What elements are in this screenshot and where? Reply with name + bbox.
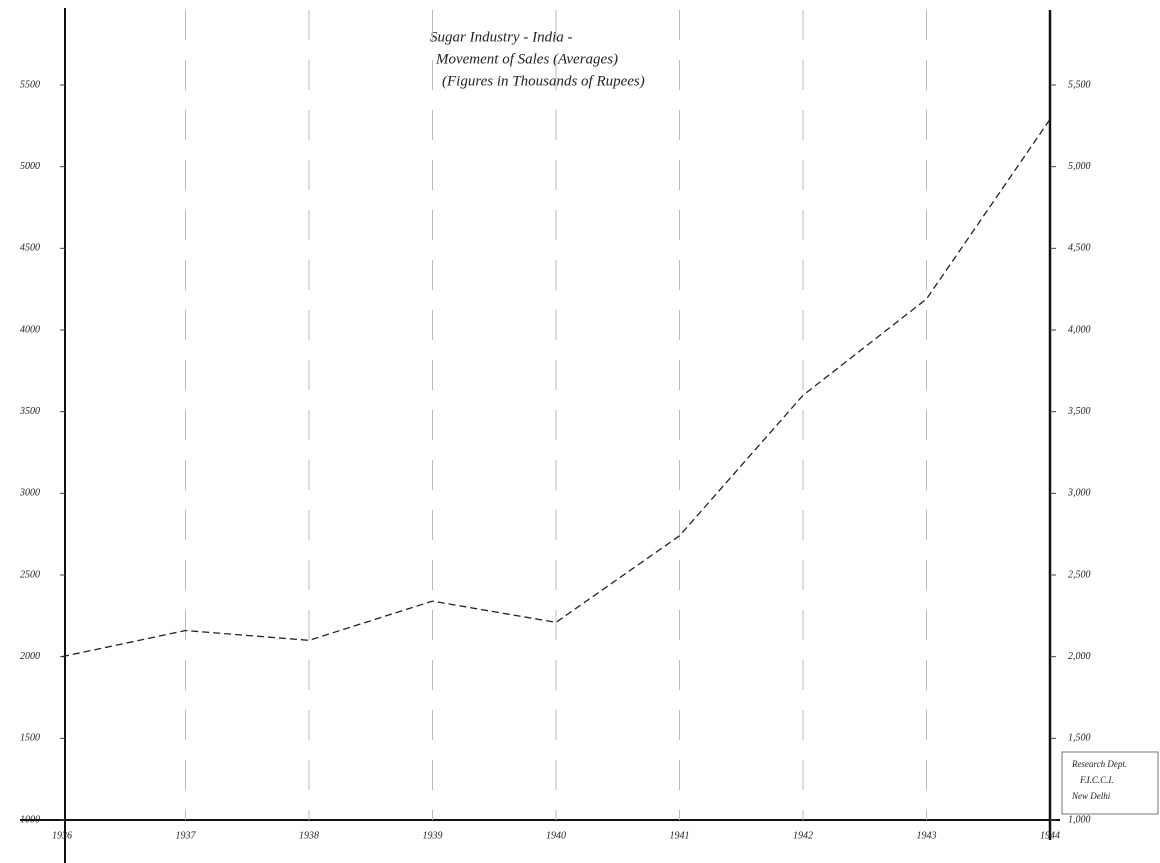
x-tick-label: 1939 <box>423 830 443 841</box>
y2-tick-label: 5,500 <box>1068 79 1091 90</box>
y2-tick-label: 1,000 <box>1068 814 1091 825</box>
y2-tick-label: 3,500 <box>1067 406 1091 417</box>
y-tick-label: 2000 <box>20 651 40 662</box>
annotation: New Delhi <box>1071 791 1111 801</box>
y2-tick-label: 4,500 <box>1068 243 1091 254</box>
chart-title: Movement of Sales (Averages) <box>435 51 618 67</box>
y-tick-label: 4000 <box>20 324 40 335</box>
y-tick-label: 5000 <box>20 161 40 172</box>
x-tick-label: 1944 <box>1040 830 1060 841</box>
x-tick-label: 1943 <box>917 830 937 841</box>
y2-tick-label: 5,000 <box>1068 161 1091 172</box>
annotation-box <box>1061 751 1159 815</box>
y2-tick-label: 2,000 <box>1068 651 1091 662</box>
x-tick-label: 1940 <box>546 830 566 841</box>
y2-tick-label: 1,500 <box>1068 733 1091 744</box>
y-tick-label: 4500 <box>20 243 40 254</box>
y2-tick-label: 4,000 <box>1068 324 1091 335</box>
data-line <box>61 118 1051 658</box>
y-tick-label: 1000 <box>20 814 40 825</box>
annotation: Research Dept. <box>1071 759 1127 769</box>
y2-tick-label: 2,500 <box>1068 569 1091 580</box>
x-tick-label: 1938 <box>299 830 319 841</box>
y-tick-label: 1500 <box>20 733 40 744</box>
x-tick-label: 1942 <box>793 830 813 841</box>
chart-title: Sugar Industry - India - <box>430 29 573 45</box>
y2-tick-label: 3,000 <box>1067 488 1091 499</box>
x-tick-label: 1936 <box>52 830 72 841</box>
chart-title: (Figures in Thousands of Rupees) <box>442 73 645 89</box>
y-tick-label: 5500 <box>20 79 40 90</box>
y-tick-label: 2500 <box>20 569 40 580</box>
y-tick-label: 3000 <box>19 488 40 499</box>
x-tick-label: 1941 <box>670 830 690 841</box>
y-tick-label: 3500 <box>19 406 40 417</box>
x-tick-label: 1937 <box>176 830 197 841</box>
annotation: F.I.C.C.I. <box>1079 775 1114 785</box>
